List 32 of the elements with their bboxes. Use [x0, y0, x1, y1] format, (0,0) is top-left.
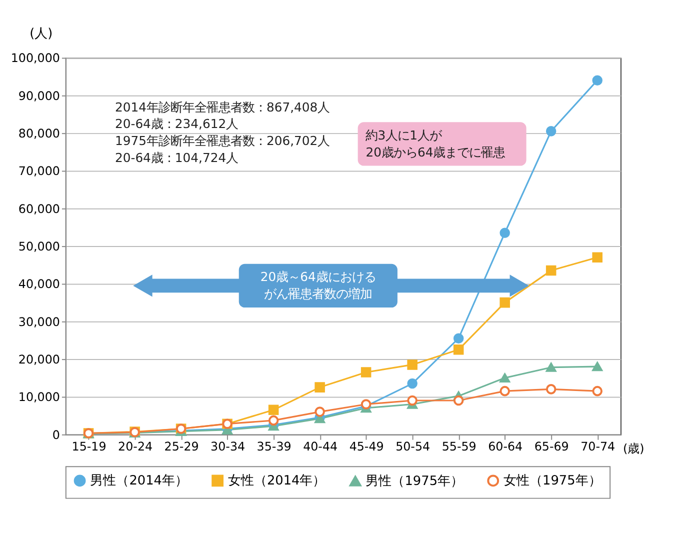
x-tick-label: 60-64 [488, 440, 523, 454]
y-tick-label: 50,000 [18, 240, 60, 254]
y-tick-label: 90,000 [18, 88, 60, 103]
annotation: 2014年診断年全罹患者数：867,408人 20-64歳：234,612人 1975年診断年全罹患者数：206,702人 20-64歳：104,724人 [114, 100, 330, 165]
y-tick-label: 80,000 [18, 126, 60, 141]
y-tick-label: 60,000 [18, 202, 60, 216]
x-tick-label: 45-49 [349, 440, 384, 454]
x-tick-label: 50-54 [396, 440, 430, 454]
y-tick-label: 10,000 [18, 390, 60, 404]
x-tick-label: 70-74 [580, 440, 616, 454]
annotation: 20歳～64歳におけるがん罹患者数の増加 [260, 270, 376, 302]
x-tick-label: 30-34 [210, 440, 246, 454]
y-tick-label: 70,000 [18, 164, 60, 178]
x-tick-label: 55-59 [442, 440, 476, 454]
y-axis-title: (人) [30, 26, 53, 42]
x-tick-label: 40-44 [303, 440, 338, 454]
legend-label: 男性（1975年） [366, 474, 464, 490]
x-tick-label: 35-39 [256, 440, 292, 454]
legend-label: 男性（2014年） [90, 474, 188, 489]
x-tick-label: 15-19 [72, 440, 106, 454]
x-tick-label: 25-29 [164, 440, 199, 454]
y-tick-label: 30,000 [18, 314, 60, 329]
y-tick-label: 0 [52, 428, 60, 442]
x-tick-label: 65-69 [534, 440, 569, 454]
legend-label: 女性（1975年） [504, 474, 602, 489]
x-axis-title: (歳) [622, 442, 644, 456]
x-tick-label: 20-24 [118, 440, 153, 454]
legend-label: 女性（2014年） [228, 474, 326, 489]
annotation: 約3人に1人が 20歳から64歳までに罹患 [366, 128, 506, 160]
y-tick-label: 20,000 [18, 352, 60, 367]
y-tick-label: 100,000 [10, 51, 60, 66]
y-tick-label: 40,000 [18, 277, 60, 292]
